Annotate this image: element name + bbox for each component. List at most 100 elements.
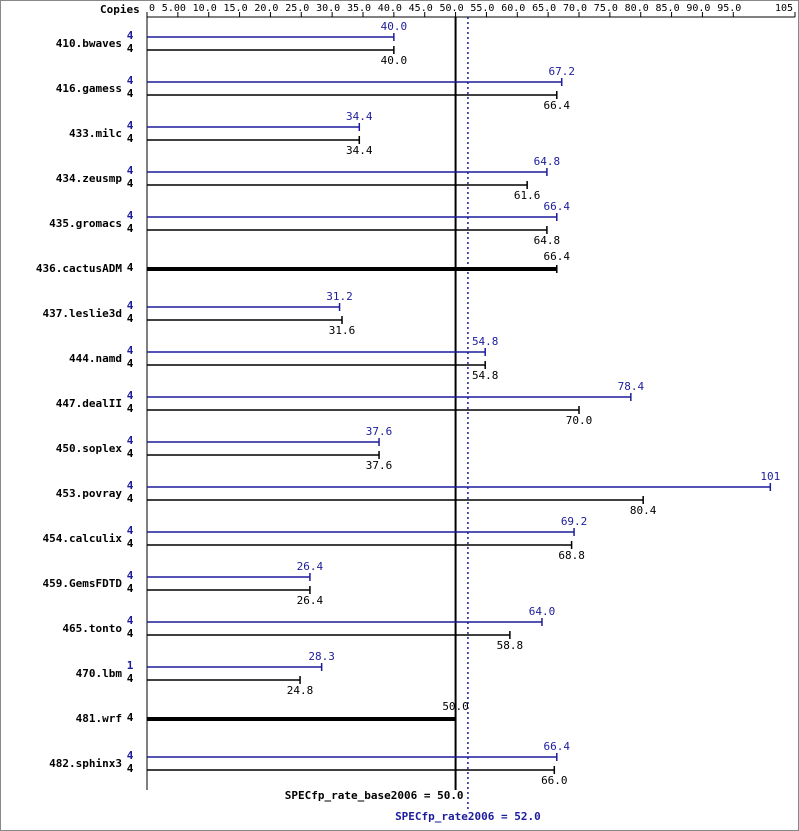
peak-value-label: 101 — [760, 470, 780, 483]
base-value-label: 64.8 — [534, 234, 561, 247]
base-copies: 4 — [127, 447, 134, 460]
base-copies: 4 — [127, 492, 134, 505]
benchmark-name: 447.dealII — [56, 397, 122, 410]
x-tick-label: 45.0 — [409, 3, 433, 14]
benchmark-name: 482.sphinx3 — [49, 757, 122, 770]
base-value-label: 34.4 — [346, 144, 373, 157]
x-tick-label: 25.0 — [285, 3, 309, 14]
peak-value-label: 69.2 — [561, 515, 588, 528]
x-tick-label: 20.0 — [254, 3, 278, 14]
peak-value-label: 67.2 — [548, 65, 575, 78]
base-value-label: 37.6 — [366, 459, 393, 472]
base-copies: 4 — [127, 627, 134, 640]
benchmark-name: 437.leslie3d — [43, 307, 122, 320]
base-value-label: 31.6 — [329, 324, 356, 337]
x-tick-label: 50.0 — [440, 3, 464, 14]
peak-value-label: 26.4 — [297, 560, 324, 573]
base-value-label: 70.0 — [566, 414, 593, 427]
peak-copies: 4 — [127, 74, 134, 87]
base-value-label: 66.4 — [544, 99, 571, 112]
base-copies: 4 — [127, 261, 134, 274]
benchmark-name: 450.soplex — [56, 442, 123, 455]
benchmark-name: 454.calculix — [43, 532, 123, 545]
peak-copies: 4 — [127, 209, 134, 222]
benchmark-name: 410.bwaves — [56, 37, 122, 50]
x-tick-label: 75.0 — [594, 3, 618, 14]
copies-header: Copies — [100, 3, 140, 16]
x-tick-label: 60.0 — [501, 3, 525, 14]
base-value-label: 58.8 — [497, 639, 524, 652]
x-tick-label: 0 — [149, 3, 155, 14]
base-copies: 4 — [127, 222, 134, 235]
base-copies: 4 — [127, 312, 134, 325]
benchmark-name: 434.zeusmp — [56, 172, 123, 185]
benchmark-name: 433.milc — [69, 127, 122, 140]
reference-label: SPECfp_rate2006 = 52.0 — [395, 810, 541, 823]
peak-copies: 4 — [127, 389, 134, 402]
x-tick-label: 95.0 — [717, 3, 741, 14]
x-tick-label: 40.0 — [378, 3, 402, 14]
peak-value-label: 28.3 — [308, 650, 335, 663]
peak-value-label: 37.6 — [366, 425, 393, 438]
base-value-label: 54.8 — [472, 369, 499, 382]
peak-value-label: 66.4 — [544, 200, 571, 213]
x-tick-label: 70.0 — [563, 3, 587, 14]
x-tick-label: 80.0 — [625, 3, 649, 14]
base-value-label: 66.0 — [541, 774, 568, 787]
x-tick-label: 90.0 — [686, 3, 710, 14]
base-value-label: 26.4 — [297, 594, 324, 607]
peak-copies: 4 — [127, 524, 134, 537]
x-tick-label: 15.0 — [224, 3, 248, 14]
base-value-label: 40.0 — [381, 54, 408, 67]
peak-value-label: 40.0 — [381, 20, 408, 33]
base-value-label: 66.4 — [544, 250, 571, 263]
base-copies: 4 — [127, 762, 134, 775]
benchmark-name: 416.gamess — [56, 82, 122, 95]
peak-copies: 4 — [127, 569, 134, 582]
x-tick-label: 65.0 — [532, 3, 556, 14]
peak-copies: 4 — [127, 614, 134, 627]
base-copies: 4 — [127, 582, 134, 595]
base-copies: 4 — [127, 711, 134, 724]
base-copies: 4 — [127, 537, 134, 550]
base-value-label: 24.8 — [287, 684, 314, 697]
peak-value-label: 64.0 — [529, 605, 556, 618]
peak-value-label: 78.4 — [618, 380, 645, 393]
base-copies: 4 — [127, 132, 134, 145]
peak-value-label: 64.8 — [534, 155, 561, 168]
base-copies: 4 — [127, 672, 134, 685]
peak-copies: 4 — [127, 479, 134, 492]
base-copies: 4 — [127, 177, 134, 190]
peak-copies: 4 — [127, 164, 134, 177]
peak-copies: 4 — [127, 749, 134, 762]
peak-value-label: 31.2 — [326, 290, 353, 303]
x-tick-label: 10.0 — [193, 3, 217, 14]
peak-copies: 4 — [127, 344, 134, 357]
x-tick-label: 35.0 — [347, 3, 371, 14]
peak-copies: 4 — [127, 299, 134, 312]
base-value-label: 61.6 — [514, 189, 541, 202]
base-copies: 4 — [127, 402, 134, 415]
benchmark-name: 435.gromacs — [49, 217, 122, 230]
benchmark-name: 465.tonto — [62, 622, 122, 635]
base-value-label: 50.0 — [442, 700, 469, 713]
peak-copies: 1 — [127, 659, 134, 672]
x-tick-label: 105 — [775, 3, 793, 14]
x-tick-label: 30.0 — [316, 3, 340, 14]
benchmark-name: 459.GemsFDTD — [43, 577, 123, 590]
x-tick-label: 55.0 — [470, 3, 494, 14]
peak-copies: 4 — [127, 434, 134, 447]
base-copies: 4 — [127, 42, 134, 55]
benchmark-name: 436.cactusADM — [36, 262, 122, 275]
x-tick-label: 85.0 — [656, 3, 680, 14]
benchmark-name: 470.lbm — [76, 667, 123, 680]
base-value-label: 80.4 — [630, 504, 657, 517]
base-copies: 4 — [127, 87, 134, 100]
peak-value-label: 54.8 — [472, 335, 499, 348]
peak-copies: 4 — [127, 119, 134, 132]
x-tick-label: 5.00 — [162, 3, 186, 14]
reference-label: SPECfp_rate_base2006 = 50.0 — [285, 789, 464, 802]
peak-value-label: 34.4 — [346, 110, 373, 123]
